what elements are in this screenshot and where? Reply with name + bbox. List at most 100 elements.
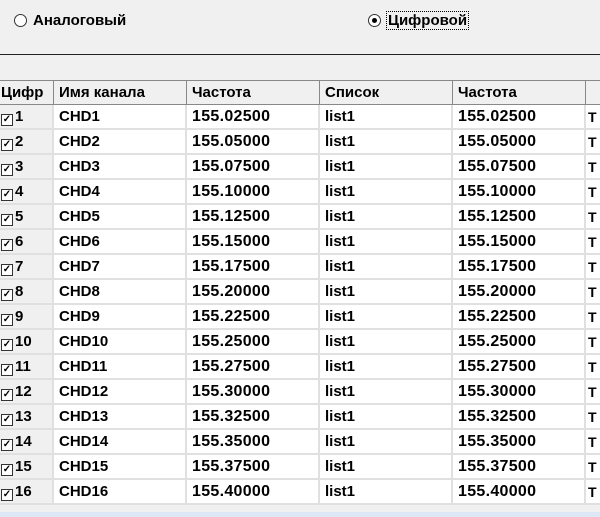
cell-frequency[interactable]: 155.35000 [187,430,320,455]
table-row[interactable]: ✓ 1 CHD1 155.02500 list1 155.02500 Т [0,105,600,130]
cell-digital[interactable]: ✓ 13 [0,405,54,430]
cell-digital[interactable]: ✓ 2 [0,130,54,155]
table-row[interactable]: ✓ 2 CHD2 155.05000 list1 155.05000 Т [0,130,600,155]
cell-frequency[interactable]: 155.20000 [187,280,320,305]
cell-digital[interactable]: ✓ 5 [0,205,54,230]
checkbox-checked-icon[interactable]: ✓ [1,213,13,226]
cell-extra[interactable]: Т [586,205,600,230]
checkbox-checked-icon[interactable]: ✓ [1,238,13,251]
col-header-frequency-2[interactable]: Частота [453,80,586,105]
cell-frequency-2[interactable]: 155.17500 [453,255,586,280]
cell-digital[interactable]: ✓ 16 [0,480,54,505]
cell-extra[interactable]: Т [586,155,600,180]
cell-digital[interactable]: ✓ 7 [0,255,54,280]
checkbox-checked-icon[interactable]: ✓ [1,288,13,301]
checkbox-checked-icon[interactable]: ✓ [1,113,13,126]
cell-name[interactable]: CHD6 [54,230,187,255]
cell-list[interactable]: list1 [320,430,453,455]
checkbox-checked-icon[interactable]: ✓ [1,313,13,326]
checkbox-checked-icon[interactable]: ✓ [1,188,13,201]
cell-name[interactable]: CHD9 [54,305,187,330]
cell-digital[interactable]: ✓ 8 [0,280,54,305]
checkbox-checked-icon[interactable]: ✓ [1,338,13,351]
table-row[interactable]: ✓ 4 CHD4 155.10000 list1 155.10000 Т [0,180,600,205]
checkbox-checked-icon[interactable]: ✓ [1,438,13,451]
cell-list[interactable]: list1 [320,330,453,355]
cell-frequency[interactable]: 155.17500 [187,255,320,280]
cell-name[interactable]: CHD4 [54,180,187,205]
cell-extra[interactable]: Т [586,430,600,455]
cell-frequency[interactable]: 155.32500 [187,405,320,430]
checkbox-checked-icon[interactable]: ✓ [1,138,13,151]
cell-frequency[interactable]: 155.30000 [187,380,320,405]
cell-name[interactable]: CHD15 [54,455,187,480]
cell-digital[interactable]: ✓ 3 [0,155,54,180]
checkbox-checked-icon[interactable]: ✓ [1,463,13,476]
cell-name[interactable]: CHD5 [54,205,187,230]
cell-extra[interactable]: Т [586,130,600,155]
radio-analog[interactable]: Аналоговый [14,12,126,29]
table-row[interactable]: ✓ 11 CHD11 155.27500 list1 155.27500 Т [0,355,600,380]
cell-extra[interactable]: Т [586,305,600,330]
cell-frequency-2[interactable]: 155.35000 [453,430,586,455]
cell-list[interactable]: list1 [320,305,453,330]
cell-frequency-2[interactable]: 155.25000 [453,330,586,355]
cell-list[interactable]: list1 [320,230,453,255]
table-row[interactable]: ✓ 8 CHD8 155.20000 list1 155.20000 Т [0,280,600,305]
checkbox-checked-icon[interactable]: ✓ [1,363,13,376]
cell-list[interactable]: list1 [320,205,453,230]
cell-digital[interactable]: ✓ 6 [0,230,54,255]
table-row[interactable]: ✓ 9 CHD9 155.22500 list1 155.22500 Т [0,305,600,330]
cell-name[interactable]: CHD11 [54,355,187,380]
cell-frequency-2[interactable]: 155.12500 [453,205,586,230]
cell-digital[interactable]: ✓ 11 [0,355,54,380]
cell-frequency[interactable]: 155.02500 [187,105,320,130]
table-row[interactable]: ✓ 5 CHD5 155.12500 list1 155.12500 Т [0,205,600,230]
table-row[interactable]: ✓ 12 CHD12 155.30000 list1 155.30000 Т [0,380,600,405]
table-row[interactable]: ✓ 15 CHD15 155.37500 list1 155.37500 Т [0,455,600,480]
cell-frequency-2[interactable]: 155.10000 [453,180,586,205]
cell-list[interactable]: list1 [320,105,453,130]
checkbox-checked-icon[interactable]: ✓ [1,388,13,401]
cell-name[interactable]: CHD10 [54,330,187,355]
cell-frequency[interactable]: 155.27500 [187,355,320,380]
cell-extra[interactable]: Т [586,455,600,480]
cell-name[interactable]: CHD16 [54,480,187,505]
cell-extra[interactable]: Т [586,105,600,130]
col-header-list[interactable]: Список [320,80,453,105]
cell-frequency-2[interactable]: 155.15000 [453,230,586,255]
cell-frequency[interactable]: 155.40000 [187,480,320,505]
cell-extra[interactable]: Т [586,380,600,405]
table-row[interactable]: ✓ 14 CHD14 155.35000 list1 155.35000 Т [0,430,600,455]
cell-digital[interactable]: ✓ 1 [0,105,54,130]
cell-name[interactable]: CHD3 [54,155,187,180]
cell-list[interactable]: list1 [320,380,453,405]
radio-circle-icon[interactable] [14,14,27,27]
cell-frequency-2[interactable]: 155.05000 [453,130,586,155]
cell-digital[interactable]: ✓ 4 [0,180,54,205]
cell-extra[interactable]: Т [586,280,600,305]
checkbox-checked-icon[interactable]: ✓ [1,263,13,276]
cell-list[interactable]: list1 [320,130,453,155]
col-header-digital[interactable]: Цифр [0,80,54,105]
cell-name[interactable]: CHD14 [54,430,187,455]
checkbox-checked-icon[interactable]: ✓ [1,488,13,501]
cell-list[interactable]: list1 [320,355,453,380]
cell-name[interactable]: CHD8 [54,280,187,305]
checkbox-checked-icon[interactable]: ✓ [1,413,13,426]
table-row[interactable]: ✓ 16 CHD16 155.40000 list1 155.40000 Т [0,480,600,505]
cell-frequency[interactable]: 155.07500 [187,155,320,180]
cell-extra[interactable]: Т [586,405,600,430]
cell-name[interactable]: CHD2 [54,130,187,155]
cell-list[interactable]: list1 [320,155,453,180]
cell-frequency[interactable]: 155.10000 [187,180,320,205]
cell-digital[interactable]: ✓ 12 [0,380,54,405]
cell-digital[interactable]: ✓ 9 [0,305,54,330]
cell-extra[interactable]: Т [586,255,600,280]
cell-list[interactable]: list1 [320,280,453,305]
cell-frequency-2[interactable]: 155.40000 [453,480,586,505]
col-header-frequency[interactable]: Частота [187,80,320,105]
cell-name[interactable]: CHD7 [54,255,187,280]
cell-frequency[interactable]: 155.12500 [187,205,320,230]
cell-frequency-2[interactable]: 155.07500 [453,155,586,180]
